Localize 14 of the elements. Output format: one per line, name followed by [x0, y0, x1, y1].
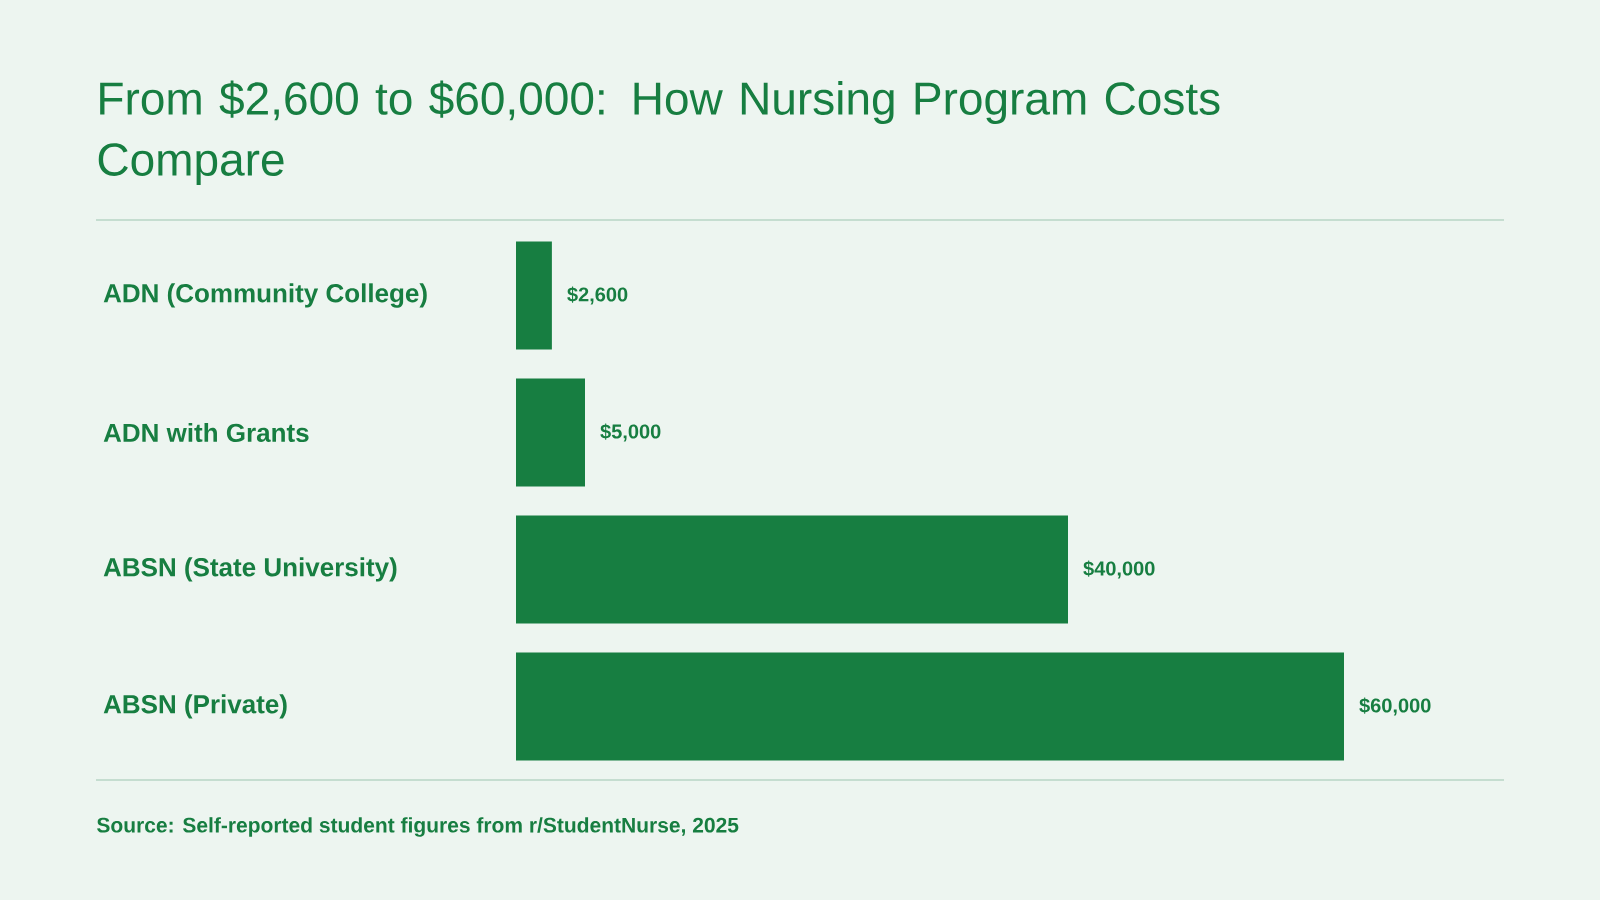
y-tick-label: ADN (Community College): [103, 283, 427, 308]
bar: [516, 652, 1344, 761]
bar: [516, 241, 552, 350]
data-label: $5,000: [600, 423, 661, 442]
y-tick-label: ADN with Grants: [103, 422, 309, 443]
data-label: $40,000: [1083, 560, 1155, 579]
data-label: $60,000: [1359, 697, 1431, 716]
bar: [516, 515, 1068, 624]
y-tick-label: ABSN (State University): [103, 557, 397, 582]
y-tick-label: ABSN (Private): [103, 694, 287, 719]
bar: [516, 378, 585, 487]
source-note: Source: Self-reported student figures from r/StudentNurse, 2025: [97, 817, 739, 837]
chart-title: From $2,600 to $60,000: How Nursing Program Costs Compare: [98, 80, 1220, 185]
data-label: $2,600: [567, 286, 628, 305]
